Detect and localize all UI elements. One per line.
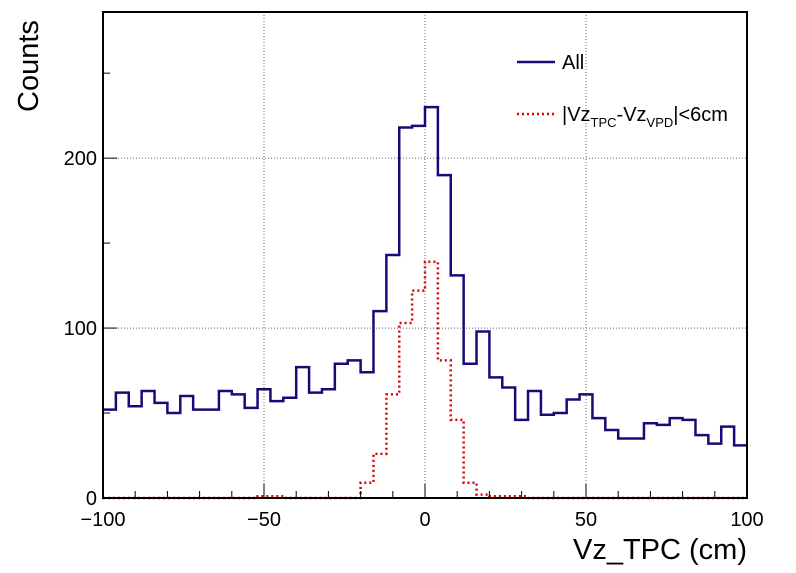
legend-text-part-3: |<6cm — [673, 104, 728, 126]
legend-subscript-tpc: TPC — [591, 115, 617, 130]
y-axis-title: Counts — [13, 20, 45, 112]
tick-labels: −100 −50 0 50 100 0 100 200 — [64, 148, 764, 531]
axis-ticks — [102, 72, 748, 499]
y-tick-label: 0 — [86, 488, 97, 510]
x-tick-label: 50 — [575, 509, 597, 531]
legend-label-matched: |VzTPC-VzVPD|<6cm — [562, 104, 728, 130]
legend: All |VzTPC-VzVPD|<6cm — [517, 52, 728, 130]
series-all-line — [103, 105, 747, 447]
histogram-series — [103, 105, 747, 500]
x-tick-label: −100 — [80, 509, 125, 531]
legend-text-part-2: -Vz — [617, 104, 647, 126]
legend-subscript-vpd: VPD — [647, 115, 674, 130]
grid-lines — [103, 12, 747, 498]
x-tick-label: 100 — [730, 509, 763, 531]
x-axis-title: Vz_TPC (cm) — [573, 534, 747, 566]
y-tick-label: 200 — [64, 148, 97, 170]
legend-text-part-1: |Vz — [562, 104, 591, 126]
y-tick-label: 100 — [64, 318, 97, 340]
x-tick-label: 0 — [419, 509, 430, 531]
legend-label-all: All — [562, 52, 584, 74]
x-tick-label: −50 — [247, 509, 281, 531]
